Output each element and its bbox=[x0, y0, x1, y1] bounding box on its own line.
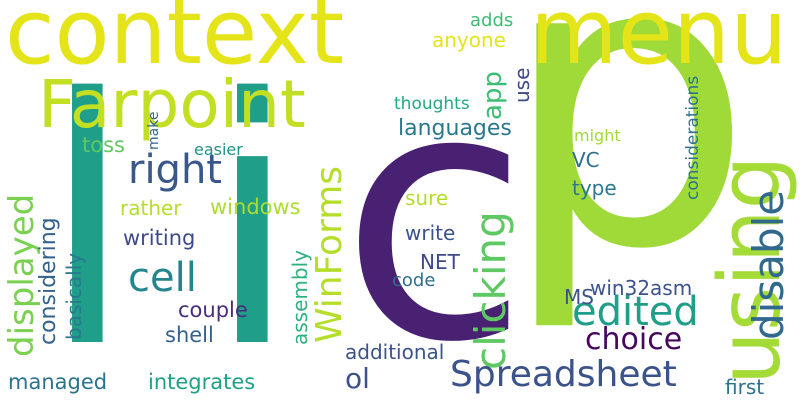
word-shell: shell bbox=[165, 323, 214, 347]
word-type: type bbox=[572, 176, 617, 200]
word-menu: menu bbox=[530, 0, 788, 85]
word-choice: choice bbox=[585, 322, 683, 357]
word-assembly: assembly bbox=[288, 250, 312, 345]
word-displayed: displayed bbox=[2, 193, 42, 357]
word-first: first bbox=[725, 375, 765, 399]
word-app: app bbox=[478, 71, 508, 120]
word-disable: disable bbox=[744, 189, 793, 340]
word-p: p bbox=[500, 0, 754, 337]
word-ol: ol bbox=[345, 362, 370, 395]
word-adds: adds bbox=[470, 10, 514, 31]
word-edited: edited bbox=[572, 289, 699, 335]
word-farpoint: Farpoint bbox=[38, 66, 306, 143]
word-make: make bbox=[146, 111, 162, 150]
word-considerations: considerations bbox=[683, 75, 703, 200]
word-write: write bbox=[405, 221, 456, 245]
word-writing: writing bbox=[123, 226, 196, 250]
word-toss: toss bbox=[82, 133, 125, 157]
word-couple: couple bbox=[178, 298, 248, 322]
word-might: might bbox=[574, 126, 621, 145]
word-windows: windows bbox=[210, 195, 301, 219]
word-thoughts: thoughts bbox=[394, 94, 470, 114]
word-anyone: anyone bbox=[432, 28, 506, 52]
word-vc: VC bbox=[572, 148, 600, 172]
word-additional: additional bbox=[345, 340, 445, 364]
word-clicking: clicking bbox=[466, 211, 515, 370]
word-code: code bbox=[392, 270, 436, 291]
word-rather: rather bbox=[120, 196, 182, 220]
word-win32asm: win32asm bbox=[590, 276, 693, 300]
word-languages: languages bbox=[398, 116, 512, 141]
word-c: c bbox=[340, 17, 530, 400]
word-i: i bbox=[205, 27, 300, 400]
word-context: context bbox=[5, 0, 345, 85]
word-considering: considering bbox=[36, 217, 61, 345]
word-net: NET bbox=[420, 250, 460, 274]
word-l: l bbox=[40, 27, 135, 400]
word-use: use bbox=[510, 67, 534, 103]
word-integrates: integrates bbox=[148, 370, 256, 394]
word-sure: sure bbox=[405, 186, 449, 210]
word-managed: managed bbox=[8, 370, 108, 394]
word-easier: easier bbox=[194, 140, 243, 159]
word-right: right bbox=[128, 147, 222, 193]
word-cell: cell bbox=[128, 255, 197, 301]
word-ms: MS bbox=[564, 285, 594, 309]
word-basically: basically bbox=[62, 252, 86, 340]
word-winforms: WinForms bbox=[309, 165, 350, 343]
word-spreadsheet: Spreadsheet bbox=[450, 354, 677, 395]
